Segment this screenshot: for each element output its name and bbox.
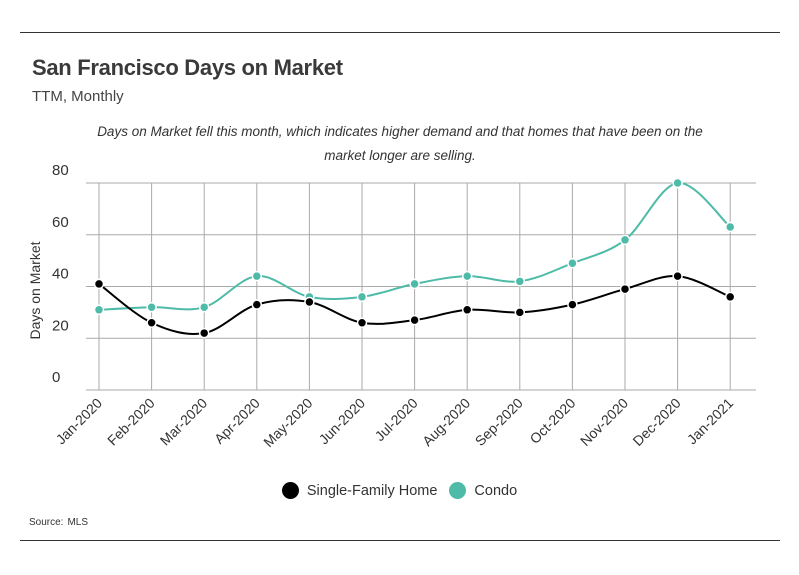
legend-item-condo[interactable]: Condo <box>449 482 517 499</box>
bottom-rule <box>20 540 780 541</box>
legend-item-single-family[interactable]: Single-Family Home <box>281 482 438 499</box>
source-value: MLS <box>67 517 89 528</box>
data-point-single-family-home-jan-2021 <box>724 291 736 303</box>
chart-legend: Single-Family Home Condo <box>0 482 799 499</box>
y-tick-label-40: 40 <box>52 266 69 283</box>
y-axis-label: Days on Market <box>27 241 43 339</box>
y-tick-label-80: 80 <box>52 162 69 179</box>
x-tick-label-jan-2021: Jan-2021 <box>684 395 737 448</box>
legend-swatch-single-family <box>281 482 299 499</box>
data-point-single-family-home-may-2020 <box>304 296 315 308</box>
data-point-condo-jun-2020 <box>356 291 368 303</box>
data-point-single-family-home-mar-2020 <box>198 327 210 339</box>
x-tick-label-jun-2020: Jun-2020 <box>316 395 369 448</box>
top-rule <box>20 32 780 33</box>
x-tick-label-nov-2020: Nov-2020 <box>577 395 631 449</box>
data-point-condo-mar-2020 <box>198 301 210 313</box>
data-point-single-family-home-nov-2020 <box>619 283 631 295</box>
data-point-single-family-home-jul-2020 <box>409 314 420 326</box>
legend-label-condo: Condo <box>474 482 518 499</box>
x-tick-label-feb-2020: Feb-2020 <box>104 395 158 449</box>
data-point-single-family-home-apr-2020 <box>251 299 263 310</box>
data-point-single-family-home-feb-2020 <box>146 317 157 328</box>
data-point-condo-nov-2020 <box>619 234 631 246</box>
x-tick-label-jul-2020: Jul-2020 <box>371 395 420 444</box>
data-point-condo-feb-2020 <box>146 301 157 313</box>
x-tick-label-apr-2020: Apr-2020 <box>211 395 263 447</box>
y-tick-label-0: 0 <box>52 369 60 386</box>
data-point-condo-sep-2020 <box>514 276 526 287</box>
y-tick-label-20: 20 <box>52 317 69 334</box>
data-point-single-family-home-jan-2020 <box>93 278 105 290</box>
data-point-single-family-home-sep-2020 <box>514 307 526 318</box>
legend-swatch-condo <box>449 482 467 499</box>
data-point-condo-oct-2020 <box>567 257 578 269</box>
x-tick-label-mar-2020: Mar-2020 <box>157 395 211 449</box>
data-point-single-family-home-oct-2020 <box>567 299 578 310</box>
x-tick-label-aug-2020: Aug-2020 <box>419 395 473 449</box>
source-label: Source: <box>29 517 64 528</box>
x-tick-label-dec-2020: Dec-2020 <box>629 395 683 449</box>
data-point-condo-aug-2020 <box>461 270 473 282</box>
chart-subtitle: TTM, Monthly <box>32 88 124 105</box>
data-point-single-family-home-aug-2020 <box>461 304 473 316</box>
x-tick-label-sep-2020: Sep-2020 <box>472 395 526 449</box>
x-tick-label-oct-2020: Oct-2020 <box>526 395 578 447</box>
data-point-condo-apr-2020 <box>251 270 263 282</box>
data-point-condo-jan-2020 <box>93 304 105 316</box>
source-note: Source: MLS <box>29 517 88 528</box>
y-tick-label-60: 60 <box>52 214 69 231</box>
chart-annotation: Days on Market fell this month, which in… <box>97 124 703 163</box>
legend-label-single-family: Single-Family Home <box>306 482 438 499</box>
x-tick-label-jan-2020: Jan-2020 <box>53 395 106 448</box>
data-point-single-family-home-dec-2020 <box>672 270 683 282</box>
data-point-single-family-home-jun-2020 <box>356 317 368 328</box>
chart-title: San Francisco Days on Market <box>32 55 343 80</box>
data-point-condo-dec-2020 <box>672 177 683 189</box>
data-point-condo-jul-2020 <box>409 278 420 290</box>
data-point-condo-jan-2021 <box>724 221 736 233</box>
x-tick-label-may-2020: May-2020 <box>260 395 315 450</box>
